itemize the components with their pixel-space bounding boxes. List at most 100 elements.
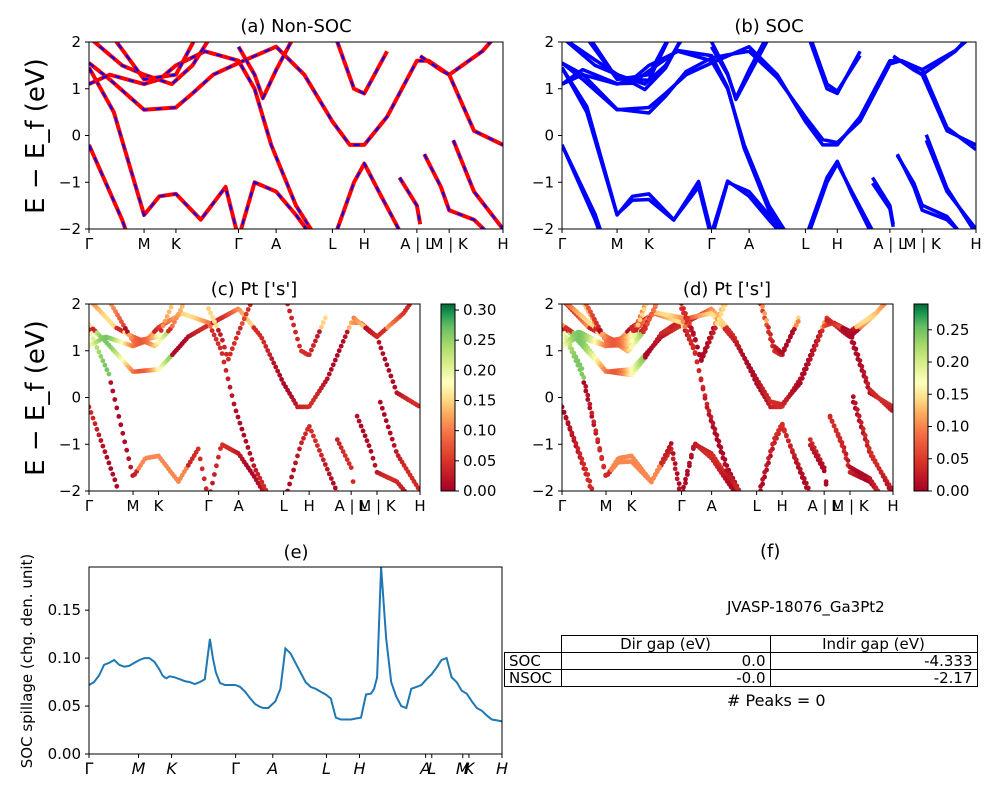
- scatter-point: [392, 384, 398, 390]
- scatter-point: [259, 335, 265, 341]
- scatter-point: [884, 297, 889, 302]
- scatter-point: [269, 356, 275, 362]
- scatter-point: [890, 293, 895, 298]
- scatter-point: [297, 343, 302, 349]
- scatter-point: [581, 375, 587, 380]
- x-tick-label: L: [801, 235, 810, 253]
- table-row: SOC 0.0 -4.333: [504, 652, 978, 670]
- colorbar-tick-label: 0.05: [936, 450, 969, 468]
- band-line-nonsoc: [397, 176, 423, 225]
- x-tick-label: K: [627, 497, 638, 515]
- scatter-point: [886, 297, 891, 302]
- scatter-point: [336, 348, 342, 354]
- material-id-caption: JVASP-18076_Ga3Pt2: [727, 598, 885, 616]
- scatter-point: [301, 435, 306, 441]
- scatter-point: [819, 464, 825, 470]
- scatter-point: [176, 311, 181, 317]
- scatter-point: [241, 432, 247, 438]
- scatter-point: [342, 334, 348, 340]
- scatter-point: [578, 296, 583, 301]
- scatter-point: [317, 329, 322, 335]
- scatter-point: [164, 314, 170, 319]
- x-tick-label: M: [127, 497, 140, 515]
- scatter-point: [417, 488, 420, 491]
- scatter-point: [103, 292, 108, 297]
- scatter-point: [166, 309, 172, 315]
- scatter-point: [576, 292, 581, 297]
- scatter-point: [780, 421, 785, 427]
- x-tick-label: Γ: [677, 497, 686, 515]
- scatter-point: [597, 446, 603, 451]
- scatter-point: [271, 360, 277, 366]
- scatter-point: [417, 289, 422, 294]
- scatter-point: [201, 476, 207, 482]
- scatter-point: [792, 326, 797, 332]
- x-tick-label: A | L: [400, 235, 434, 253]
- scatter-point: [633, 327, 639, 333]
- scatter-point: [313, 338, 318, 344]
- scatter-point: [585, 392, 591, 398]
- scatter-point: [285, 488, 290, 491]
- y-tick-label: 0: [71, 389, 81, 407]
- scatter-point: [94, 426, 100, 432]
- y-tick-label: 0.10: [48, 649, 81, 667]
- colorbar-d: 0.25 0.20 0.15 0.10 0.05 0.00: [913, 303, 969, 500]
- panel-d-title: (d) Pt ['s']: [683, 279, 771, 300]
- scatter-point: [235, 414, 241, 420]
- scatter-point: [760, 477, 765, 482]
- scatter-point: [213, 336, 219, 342]
- scatter-point: [710, 330, 716, 336]
- scatter-point: [209, 328, 215, 333]
- scatter-point: [122, 439, 128, 445]
- scatter-point: [411, 297, 416, 302]
- scatter-point: [328, 367, 334, 372]
- scatter-point: [829, 419, 835, 424]
- scatter-point: [567, 425, 573, 431]
- x-tick-label: Γ: [85, 235, 94, 253]
- scatter-point: [382, 356, 388, 362]
- scatter-point: [315, 443, 320, 448]
- scatter-point: [562, 404, 565, 410]
- scatter-point: [263, 487, 269, 491]
- scatter-point: [689, 325, 694, 331]
- scatter-point: [340, 449, 346, 454]
- scatter-point: [639, 312, 645, 317]
- scatter-point: [293, 329, 298, 335]
- band-line-nonsoc: [239, 180, 309, 229]
- scatter-point: [334, 353, 340, 358]
- x-tick-label: A: [271, 235, 282, 253]
- scatter-point: [253, 467, 259, 473]
- scatter-point: [309, 347, 314, 353]
- scatter-point: [784, 432, 789, 438]
- scatter-point: [792, 455, 797, 460]
- x-tick-label: K: [154, 497, 165, 515]
- scatter-point: [581, 461, 587, 467]
- band-ylabel-top: E − E_f (eV): [21, 58, 51, 214]
- scatter-point: [340, 339, 346, 344]
- table-cell: -0.0: [560, 669, 771, 687]
- scatter-point: [243, 311, 249, 317]
- spillage-line: [88, 566, 503, 723]
- x-tick-label: L: [279, 497, 288, 515]
- colorbar-tick-label: 0.20: [936, 353, 969, 371]
- band-line-nonsoc: [335, 42, 389, 96]
- scatter-point: [322, 315, 328, 321]
- scatter-point: [89, 404, 92, 410]
- scatter-point: [782, 427, 787, 433]
- x-tick-label: L: [427, 759, 436, 778]
- scatter-point: [689, 452, 694, 458]
- scatter-point: [315, 333, 320, 339]
- band-line-soc: [710, 179, 780, 229]
- scatter-point: [770, 441, 775, 447]
- scatter-point: [587, 478, 593, 484]
- scatter-point: [807, 437, 813, 442]
- scatter-point: [845, 458, 851, 463]
- scatter-point: [864, 439, 870, 445]
- colorbar-tick-label: 0.00: [463, 482, 496, 500]
- scatter-point: [229, 393, 235, 398]
- scatter-point: [328, 476, 334, 481]
- scatter-point: [766, 325, 771, 330]
- scatter-point: [772, 435, 777, 441]
- scatter-point: [793, 460, 799, 465]
